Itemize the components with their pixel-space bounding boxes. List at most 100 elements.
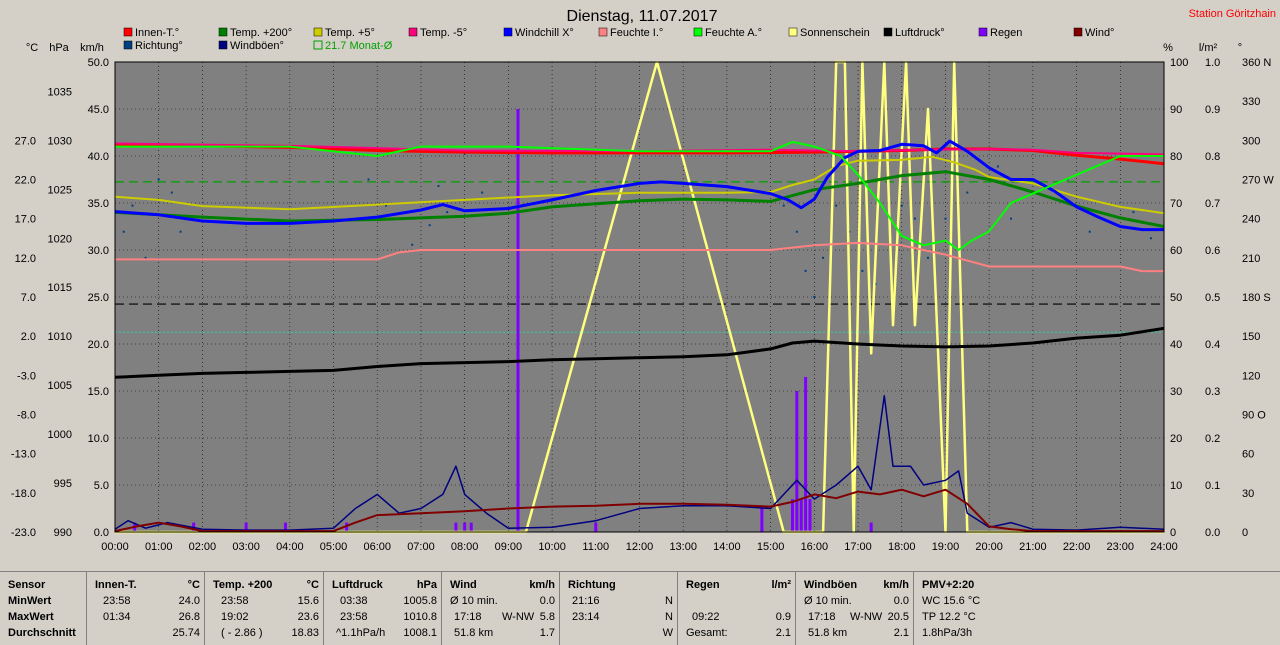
direction-point-2 bbox=[144, 256, 147, 259]
direction-point-10 bbox=[411, 243, 414, 246]
legend-swatch-windb-en bbox=[218, 40, 228, 50]
direction-point-17 bbox=[795, 230, 798, 233]
stats-druck-column: Luftdruck hPa 03:38 1005.8 23:58 1010.8 ^1.… bbox=[324, 572, 442, 645]
stats-avg-label: Durchschnitt bbox=[8, 627, 76, 639]
stats-pmv-column: PMV+2:20 WC 15.6 °C TP 12.2 °C 1.8hPa/3h bbox=[914, 572, 1024, 645]
celsius-tick-9: -18.0 bbox=[11, 488, 36, 500]
direction-point-7 bbox=[367, 178, 370, 181]
direction-point-30 bbox=[966, 191, 969, 194]
celsius-tick-5: 2.0 bbox=[21, 331, 36, 343]
stats-richtung-min-time: 21:16 bbox=[572, 595, 600, 607]
hpa-tick-1: 1030 bbox=[48, 135, 72, 147]
stats-temp-trend: ( - 2.86 ) bbox=[221, 627, 263, 639]
rain-tick-7: 0.3 bbox=[1205, 386, 1220, 398]
axis-header-kmh: km/h bbox=[80, 42, 104, 54]
stats-boeen-avg-value: 2.1 bbox=[893, 627, 909, 639]
legend-swatch-temp-5 bbox=[313, 27, 323, 37]
stats-regen-total-label: Gesamt: bbox=[686, 627, 728, 639]
rain-bar-16 bbox=[869, 522, 873, 532]
x-tick-0: 00:00 bbox=[101, 541, 129, 553]
stats-wind-distance: 51.8 km bbox=[454, 627, 494, 639]
rain-bar-7 bbox=[469, 522, 473, 532]
percent-tick-4: 60 bbox=[1170, 245, 1182, 257]
direction-point-8 bbox=[384, 204, 387, 207]
stats-boeen-distance: 51.8 km bbox=[808, 627, 848, 639]
direction-tick-11: 30 bbox=[1242, 488, 1254, 500]
rain-tick-9: 0.1 bbox=[1205, 480, 1220, 492]
stats-richtung-max-time: 23:14 bbox=[572, 611, 600, 623]
x-tick-20: 20:00 bbox=[975, 541, 1003, 553]
stats-richtung-header: Richtung bbox=[568, 579, 616, 591]
legend-swatch-21-7-monat bbox=[313, 40, 323, 50]
stats-richtung-avg-value: W bbox=[662, 627, 673, 639]
direction-point-15 bbox=[481, 191, 484, 194]
percent-tick-9: 10 bbox=[1170, 480, 1182, 492]
legend-label-wind: Wind° bbox=[1085, 27, 1114, 39]
direction-point-4 bbox=[170, 191, 173, 194]
direction-tick-9: 90 O bbox=[1242, 410, 1266, 422]
legend-label-windb-en: Windböen° bbox=[230, 40, 284, 52]
rain-bar-12 bbox=[795, 391, 799, 532]
x-tick-5: 05:00 bbox=[320, 541, 348, 553]
direction-point-26 bbox=[900, 204, 903, 207]
stats-richtung-min-value: N bbox=[665, 595, 673, 607]
rain-bar-13 bbox=[799, 499, 803, 532]
stats-pmv-windchill: WC 15.6 °C bbox=[922, 595, 981, 607]
hpa-tick-5: 1010 bbox=[48, 331, 72, 343]
direction-point-23 bbox=[861, 269, 864, 272]
stats-wind-max-direction: W-NW bbox=[502, 611, 535, 623]
chart-title: Dienstag, 11.07.2017 bbox=[567, 8, 718, 25]
celsius-tick-4: 7.0 bbox=[21, 292, 36, 304]
rain-tick-3: 0.7 bbox=[1205, 198, 1220, 210]
x-tick-22: 22:00 bbox=[1063, 541, 1091, 553]
direction-point-18 bbox=[804, 269, 807, 272]
direction-point-12 bbox=[437, 185, 440, 188]
direction-tick-2: 300 bbox=[1242, 135, 1260, 147]
kmh-tick-1: 45.0 bbox=[88, 104, 109, 116]
celsius-tick-3: 12.0 bbox=[15, 253, 36, 265]
axis-header-percent: % bbox=[1163, 42, 1173, 54]
percent-tick-3: 70 bbox=[1170, 198, 1182, 210]
legend-swatch-regen bbox=[978, 27, 988, 37]
celsius-tick-10: -23.0 bbox=[11, 527, 36, 539]
weather-chart: Dienstag, 11.07.2017 Station Göritzhain … bbox=[10, 8, 1276, 553]
direction-point-16 bbox=[782, 204, 785, 207]
hpa-tick-9: 990 bbox=[54, 527, 72, 539]
x-tick-4: 04:00 bbox=[276, 541, 304, 553]
legend-swatch-temp-5 bbox=[408, 27, 418, 37]
stats-temp-column: Temp. +200 °C 23:58 15.6 19:02 23.6 ( - 2.8… bbox=[205, 572, 324, 645]
stats-boeen-max-time: 17:18 bbox=[808, 611, 836, 623]
stats-regen-column: Regen l/m² 09:22 0.9 Gesamt: 2.1 bbox=[678, 572, 796, 645]
direction-tick-12: 0 bbox=[1242, 527, 1248, 539]
series-line-windchill-x bbox=[114, 139, 1164, 232]
stats-temp-min-time: 23:58 bbox=[221, 595, 249, 607]
series-line-innen-t bbox=[114, 143, 1165, 166]
rain-bar-9 bbox=[594, 522, 598, 532]
kmh-tick-3: 35.0 bbox=[88, 198, 109, 210]
stats-regen-header: Regen bbox=[686, 579, 720, 591]
stats-innen-max-value: 26.8 bbox=[178, 611, 200, 623]
rain-tick-2: 0.8 bbox=[1205, 151, 1220, 163]
rain-tick-6: 0.4 bbox=[1205, 339, 1220, 351]
percent-tick-7: 30 bbox=[1170, 386, 1182, 398]
direction-point-21 bbox=[835, 204, 838, 207]
x-tick-12: 12:00 bbox=[626, 541, 654, 553]
stats-druck-min-time: 03:38 bbox=[340, 595, 368, 607]
stats-innen-unit: °C bbox=[187, 579, 200, 591]
legend-label-feuchte-i: Feuchte I.° bbox=[610, 27, 663, 39]
rain-bar-11 bbox=[790, 499, 794, 532]
axis-header-celsius: °C bbox=[26, 42, 38, 54]
direction-point-36 bbox=[1132, 211, 1135, 214]
direction-point-3 bbox=[157, 178, 160, 181]
stats-innen-avg-value: 25.74 bbox=[172, 627, 200, 639]
x-tick-17: 17:00 bbox=[844, 541, 872, 553]
hpa-tick-6: 1005 bbox=[48, 380, 72, 392]
axis-header-degree: ° bbox=[1238, 42, 1242, 54]
percent-tick-1: 90 bbox=[1170, 104, 1182, 116]
x-tick-23: 23:00 bbox=[1107, 541, 1135, 553]
stats-temp-max-value: 23.6 bbox=[297, 611, 319, 623]
rain-bar-4 bbox=[345, 522, 349, 532]
x-tick-8: 08:00 bbox=[451, 541, 479, 553]
direction-point-28 bbox=[926, 256, 929, 259]
direction-point-29 bbox=[944, 217, 947, 220]
